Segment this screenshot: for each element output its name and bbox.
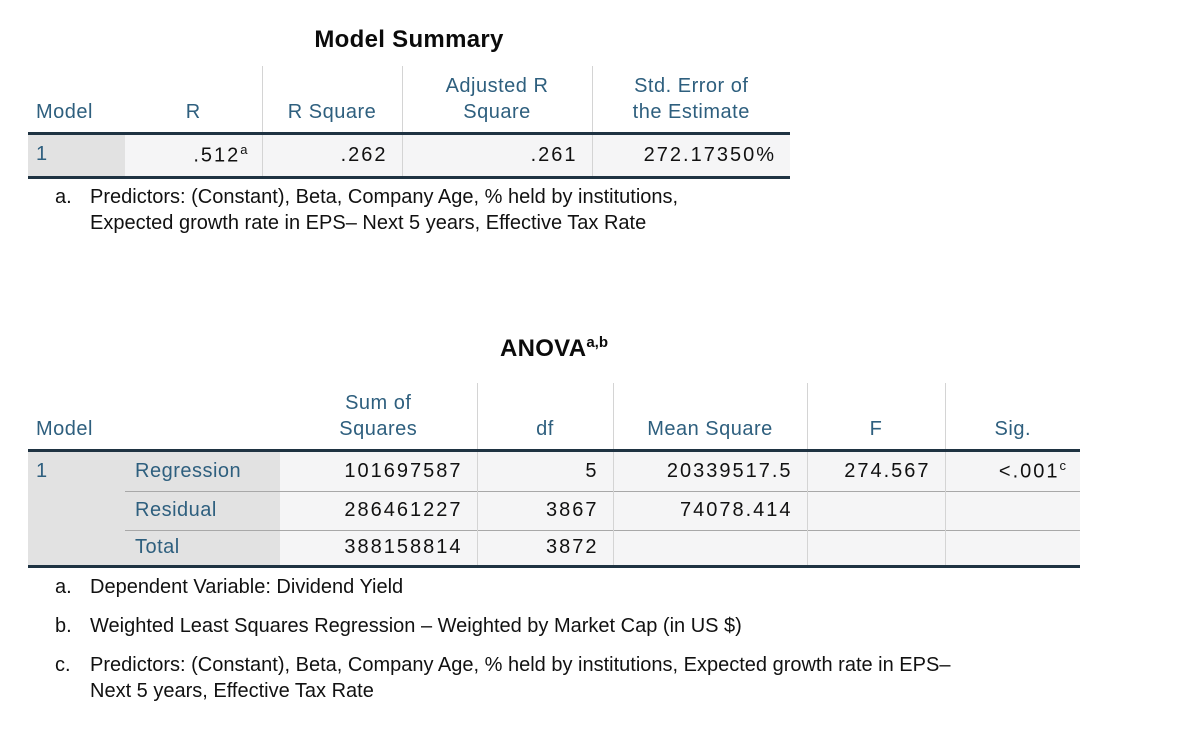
an-header-df: df — [476, 383, 614, 450]
an-cell-sig — [944, 490, 1081, 530]
an-cell-sum-of-squares: 388158814 — [280, 529, 478, 566]
footnote-text: Predictors: (Constant), Beta, Company Ag… — [90, 186, 679, 234]
an-cell-sum-of-squares: 286461227 — [280, 490, 478, 530]
model-summary-footnotes: a. Predictors: (Constant), Beta, Company… — [55, 184, 718, 249]
footnote-ref-a: a — [240, 142, 248, 158]
an-cell-label: Regression — [125, 450, 281, 491]
ms-cell-std-error: 272.17350% — [591, 133, 790, 177]
an-cell-mean-square: 20339517.5 — [612, 450, 808, 491]
footnote-text: Dependent Variable: Dividend Yield — [90, 576, 404, 598]
ms-cell-r: .512a — [125, 133, 262, 177]
an-cell-df: 5 — [476, 450, 614, 491]
footnote-marker: c. — [55, 654, 71, 676]
footnote-ref-c: c — [1059, 458, 1067, 474]
model-summary-header-row: Model R R Square Adjusted R Square Std. … — [28, 66, 790, 133]
an-cell-sum-of-squares: 101697587 — [280, 450, 478, 491]
anova-row-total: Total 388158814 3872 — [28, 529, 1081, 566]
model-summary-data-row: 1 .512a .262 .261 272.17350% — [28, 133, 790, 177]
anova-row-regression: 1 Regression 101697587 5 20339517.5 274.… — [28, 450, 1081, 566]
anova-footnotes: a. Dependent Variable: Dividend Yield b.… — [55, 574, 970, 717]
an-header-sig: Sig. — [944, 383, 1081, 450]
an-cell-label: Total — [125, 529, 281, 566]
ms-cell-adj-r-square: .261 — [401, 133, 592, 177]
an-cell-f: 274.567 — [806, 450, 946, 491]
an-cell-mean-square: 74078.414 — [612, 490, 808, 530]
anova-row-residual: Residual 286461227 3867 74078.414 — [28, 490, 1081, 530]
footnote-text: Predictors: (Constant), Beta, Company Ag… — [90, 654, 951, 702]
an-header-sum-of-squares: Sum of Squares — [339, 391, 418, 440]
footnote-marker: a. — [55, 576, 72, 598]
an-cell-f — [806, 490, 946, 530]
an-cell-sig: <.001c — [944, 450, 1081, 491]
an-cell-f — [806, 529, 946, 566]
ms-cell-r-square: .262 — [261, 133, 402, 177]
an-cell-label: Residual — [125, 490, 281, 530]
an-cell-mean-square — [612, 529, 808, 566]
anova-table: Model Sum of Squares df Mean Square F Si… — [28, 383, 1081, 568]
ms-header-r: R — [185, 100, 201, 123]
model-summary-title: Model Summary — [314, 26, 504, 53]
an-header-mean-square: Mean Square — [612, 383, 808, 450]
model-summary-table: Model R R Square Adjusted R Square Std. … — [28, 66, 790, 179]
an-cell-sig — [944, 529, 1081, 566]
footnote-text: Weighted Least Squares Regression – Weig… — [90, 615, 742, 637]
an-cell-model: 1 — [28, 450, 125, 566]
footnote-b: b. Weighted Least Squares Regression – W… — [55, 613, 970, 639]
anova-header-row: Model Sum of Squares df Mean Square F Si… — [28, 383, 1081, 450]
footnote-ref-ab: a,b — [586, 334, 609, 351]
an-header-f: F — [806, 383, 946, 450]
footnote-c: c. Predictors: (Constant), Beta, Company… — [55, 652, 970, 704]
ms-header-r-square: R Square — [261, 66, 402, 133]
an-cell-df: 3867 — [476, 490, 614, 530]
footnote-a: a. Dependent Variable: Dividend Yield — [55, 574, 970, 600]
anova-title: ANOVAa,b — [499, 334, 609, 362]
footnote-marker: b. — [55, 615, 72, 637]
footnote-a: a. Predictors: (Constant), Beta, Company… — [55, 184, 718, 236]
ms-header-model: Model — [36, 100, 93, 123]
ms-header-adj-r-square: Adjusted R Square — [401, 66, 592, 133]
footnote-marker: a. — [55, 186, 72, 208]
ms-cell-model: 1 — [28, 133, 125, 177]
an-cell-df: 3872 — [476, 529, 614, 566]
ms-header-std-error: Std. Error of the Estimate — [591, 66, 790, 133]
an-header-model: Model — [36, 417, 93, 440]
